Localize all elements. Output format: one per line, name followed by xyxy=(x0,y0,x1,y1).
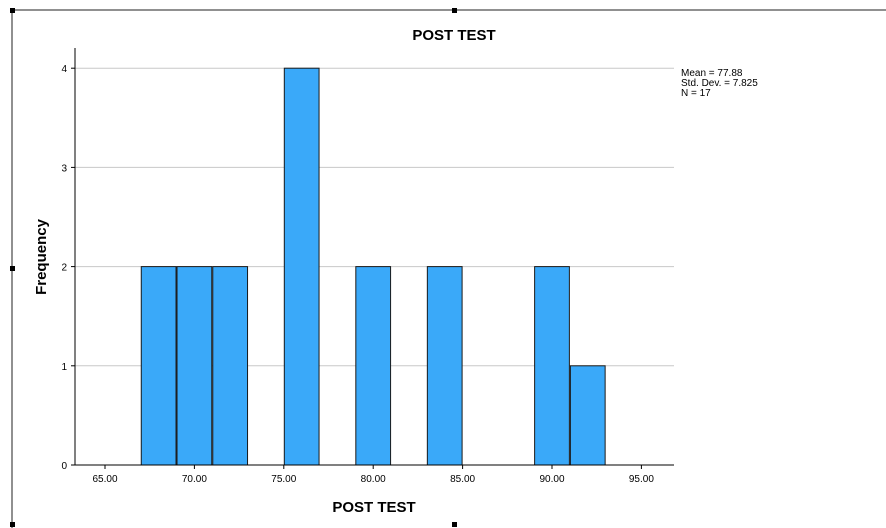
y-tick-label-1: 1 xyxy=(61,362,67,373)
frame-handle-top-middle[interactable] xyxy=(452,8,457,13)
frame-handle-bottom-middle[interactable] xyxy=(452,522,457,527)
y-tick-label-2: 2 xyxy=(61,263,67,274)
y-tick-labels: 0 1 2 3 4 xyxy=(61,64,75,472)
stat-n: N = 17 xyxy=(681,88,711,99)
stat-mean: Mean = 77.88 xyxy=(681,68,743,79)
x-tick-label-75.00: 75.00 xyxy=(271,474,296,485)
selection-frame xyxy=(10,8,886,528)
statistics-box: Mean = 77.88 Std. Dev. = 7.825 N = 17 xyxy=(681,68,758,99)
histogram-bar-4 xyxy=(283,67,320,466)
y-tick-label-3: 3 xyxy=(61,163,67,174)
frame-handle-bottom-left[interactable] xyxy=(10,522,15,527)
histogram-bar-8 xyxy=(569,365,606,466)
x-tick-label-85.00: 85.00 xyxy=(450,474,475,485)
x-tick-label-65.00: 65.00 xyxy=(92,474,117,485)
frame-handle-left-middle[interactable] xyxy=(10,266,15,271)
histogram-bar-3 xyxy=(212,266,249,466)
histogram-bar-7 xyxy=(534,266,570,466)
x-tick-label-70.00: 70.00 xyxy=(182,474,207,485)
x-tick-label-95.00: 95.00 xyxy=(629,474,654,485)
x-axis-label: POST TEST xyxy=(332,499,415,516)
bars xyxy=(140,67,606,466)
stat-std-dev: Std. Dev. = 7.825 xyxy=(681,78,758,89)
chart-title: POST TEST xyxy=(412,27,495,44)
histogram-bar-2 xyxy=(176,266,213,466)
y-axis-label: Frequency xyxy=(33,218,50,295)
histogram-bar-1 xyxy=(140,266,177,466)
histogram-bar-6 xyxy=(426,266,463,466)
histogram-bar-5 xyxy=(355,266,392,466)
y-tick-label-0: 0 xyxy=(61,461,67,472)
x-tick-labels: 65.00 70.00 75.00 80.00 85.00 90.00 95.00 xyxy=(92,465,654,485)
y-tick-label-4: 4 xyxy=(61,64,67,75)
axes xyxy=(74,48,674,466)
x-tick-label-80.00: 80.00 xyxy=(361,474,386,485)
x-tick-label-90.00: 90.00 xyxy=(539,474,564,485)
frame-handle-top-left[interactable] xyxy=(10,8,15,13)
